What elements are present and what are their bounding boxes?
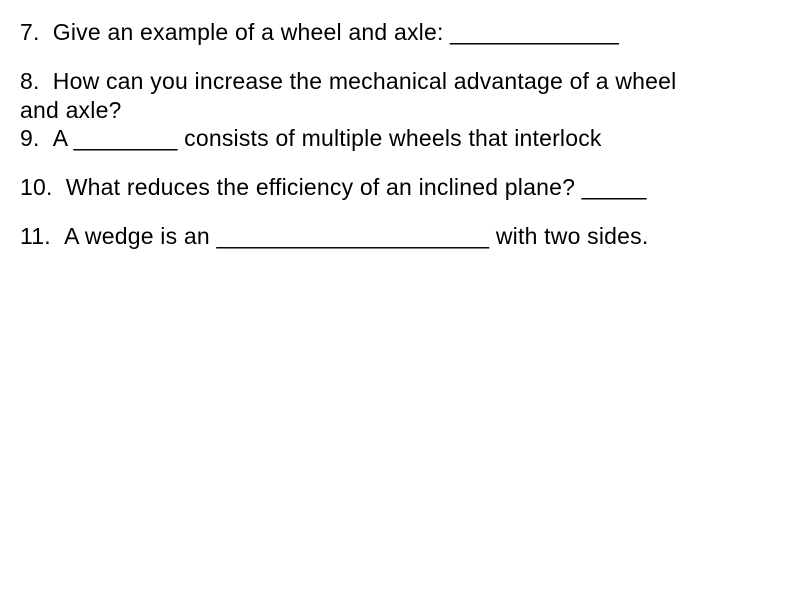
- question-text: A wedge is an _____________________ with…: [64, 223, 648, 249]
- question-8-9-block: 8. How can you increase the mechanical a…: [20, 67, 780, 153]
- question-number: 10.: [20, 174, 53, 200]
- question-9: 9. A ________ consists of multiple wheel…: [20, 124, 780, 153]
- question-number: 8.: [20, 68, 40, 94]
- question-11: 11. A wedge is an _____________________ …: [20, 222, 780, 251]
- question-number: 7.: [20, 19, 40, 45]
- question-8-line-2: and axle?: [20, 96, 780, 125]
- question-text: What reduces the efficiency of an inclin…: [66, 174, 647, 200]
- worksheet-page: 7. Give an example of a wheel and axle: …: [0, 0, 800, 251]
- question-number: 9.: [20, 125, 40, 151]
- question-text: A ________ consists of multiple wheels t…: [53, 125, 602, 151]
- question-10: 10. What reduces the efficiency of an in…: [20, 173, 780, 202]
- question-text: How can you increase the mechanical adva…: [53, 68, 677, 94]
- question-8-line-1: 8. How can you increase the mechanical a…: [20, 67, 780, 96]
- question-text: Give an example of a wheel and axle: ___…: [53, 19, 619, 45]
- question-7: 7. Give an example of a wheel and axle: …: [20, 18, 780, 47]
- question-number: 11.: [20, 223, 51, 249]
- question-text: and axle?: [20, 97, 122, 123]
